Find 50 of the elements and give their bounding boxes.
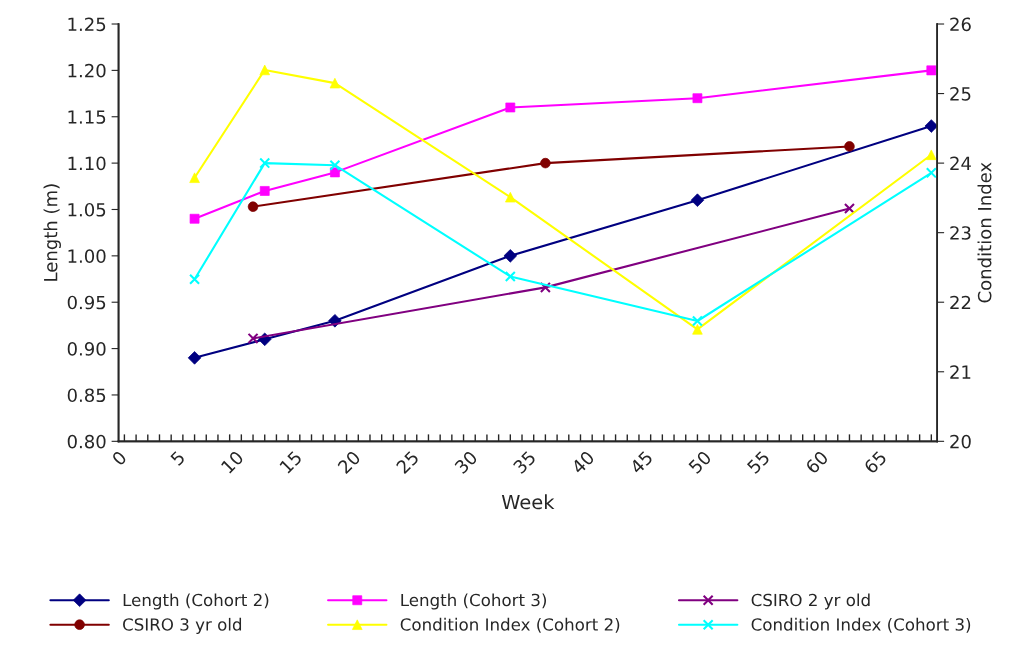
point [504, 270, 516, 283]
y2-tick-label: 21 [950, 365, 971, 379]
point [259, 157, 271, 169]
x-tick-label: 15 [279, 450, 303, 474]
y-axis-title: Length (m) [43, 184, 61, 281]
y-tick-label: 1.25 [68, 17, 106, 32]
y-tick-label: 1.15 [68, 110, 106, 124]
point [924, 119, 938, 133]
y2-tick-label: 26 [950, 17, 971, 32]
x-tick-label: 30 [454, 450, 479, 475]
point [247, 332, 259, 344]
y-tick-label: 1.20 [68, 63, 106, 78]
y-tick-label: 0.90 [67, 342, 106, 356]
x-tick-label: 10 [220, 450, 245, 474]
x-tick-label: 40 [570, 450, 596, 475]
x-tick-label: 50 [687, 450, 712, 475]
point [843, 203, 856, 215]
legend-label: Length (Cohort 3) [401, 593, 547, 610]
y-tick-label: 1.00 [68, 249, 106, 263]
x-tick-label: 25 [395, 450, 420, 475]
point [925, 167, 937, 179]
x-tick-label: 20 [337, 450, 362, 475]
point [329, 159, 341, 171]
x-tick-label: 5 [169, 450, 186, 467]
y-tick-label: 0.80 [67, 434, 106, 449]
y2-tick-label: 23 [950, 226, 971, 240]
x-tick-label: 55 [746, 450, 771, 475]
y-tick-label: 0.85 [67, 388, 106, 403]
x-tick-label: 60 [804, 450, 829, 475]
x-axis-title: Week [501, 494, 555, 510]
y-tick-label: 1.05 [68, 202, 106, 217]
x-tick-label: 0 [111, 450, 128, 467]
y2-tick-label: 20 [950, 434, 971, 449]
legend-label: Condition Index (Cohort 3) [751, 617, 971, 633]
y2-axis-title: Condition Index [977, 162, 992, 303]
x-tick-label: 45 [629, 450, 654, 475]
point [691, 315, 703, 327]
legend-label: Length (Cohort 2) [123, 593, 269, 610]
y-tick-label: 1.10 [68, 156, 106, 171]
y-tick-label: 0.95 [67, 295, 106, 310]
legend-label: CSIRO 2 yr old [751, 593, 870, 610]
y2-tick-label: 24 [950, 156, 971, 170]
y2-tick-label: 22 [950, 295, 971, 310]
point [539, 281, 551, 293]
legend-label: Condition Index (Cohort 2) [400, 617, 620, 633]
point [189, 273, 201, 285]
y2-tick-label: 25 [950, 87, 971, 101]
x-tick-label: 65 [863, 450, 888, 475]
x-tick-label: 35 [512, 450, 537, 475]
legend-label: CSIRO 3 yr old [123, 617, 242, 634]
